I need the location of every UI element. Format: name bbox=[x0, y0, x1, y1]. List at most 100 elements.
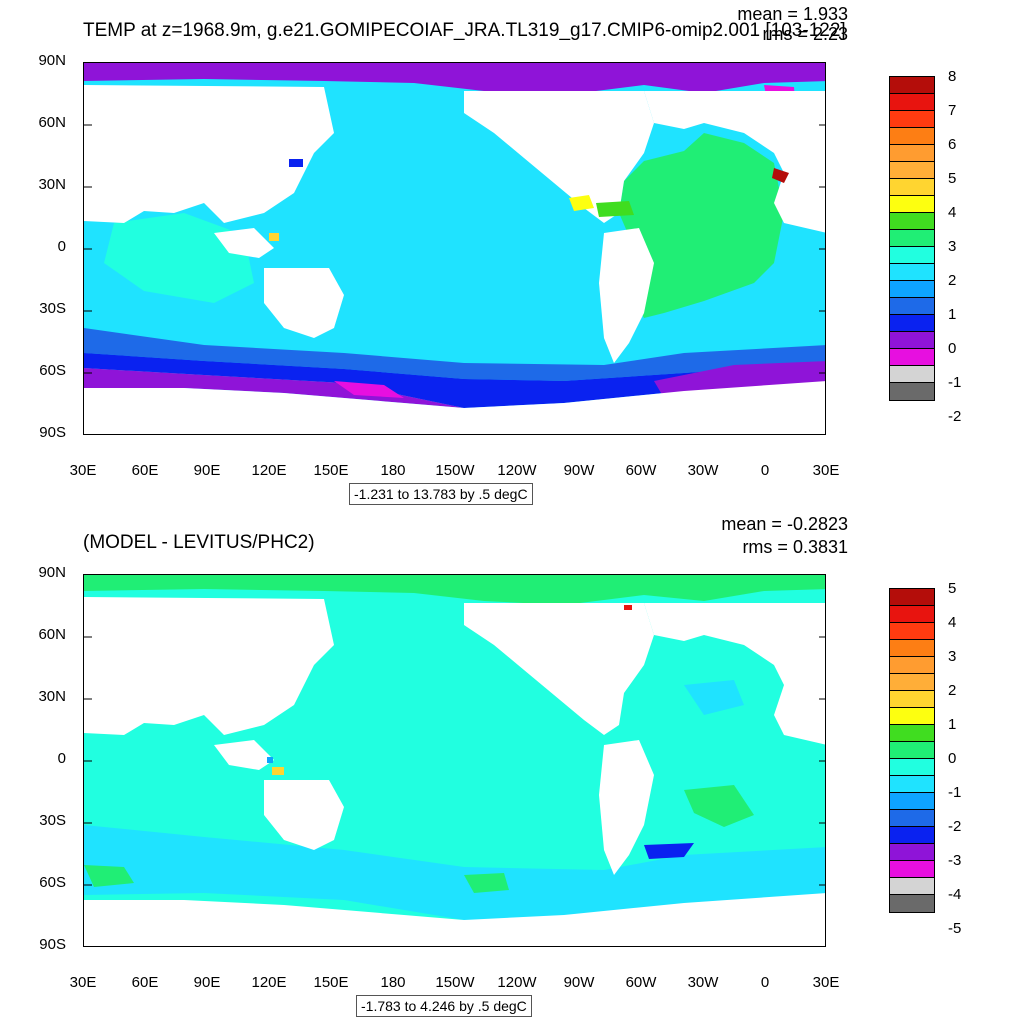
top-x-tick-7: 120W bbox=[497, 462, 537, 479]
top-cbar-cell bbox=[890, 111, 934, 128]
top-y-tick-6: 90S bbox=[39, 424, 66, 441]
bottom-land-indonesia bbox=[214, 740, 274, 770]
bottom-y-tick-1: 60N bbox=[38, 626, 66, 643]
bottom-x-tick-0: 30E bbox=[69, 974, 97, 991]
bottom-land-europe bbox=[644, 603, 825, 745]
bottom-y-tick-0: 90N bbox=[38, 564, 66, 581]
top-cbar-label-0: 8 bbox=[948, 68, 957, 85]
bottom-cbar-cell bbox=[890, 691, 934, 708]
top-southern-band-3 bbox=[84, 368, 464, 408]
bottom-y-tick-3: 0 bbox=[57, 750, 66, 767]
top-x-tick-8: 90W bbox=[563, 462, 595, 479]
top-cbar-cell bbox=[890, 213, 934, 230]
top-cbar-cell bbox=[890, 264, 934, 281]
bottom-map-plot bbox=[83, 574, 826, 947]
bottom-cbar-cell bbox=[890, 793, 934, 810]
top-cbar-cell bbox=[890, 77, 934, 94]
top-mean-label: mean = 1.933 bbox=[737, 4, 848, 24]
top-x-tick-3: 120E bbox=[251, 462, 287, 479]
bottom-map-svg bbox=[84, 575, 825, 946]
top-cbar-cell bbox=[890, 230, 934, 247]
top-x-tick-11: 0 bbox=[760, 462, 770, 479]
bottom-cbar-label-1: 4 bbox=[948, 614, 957, 631]
top-cbar-cell bbox=[890, 349, 934, 366]
bottom-x-tick-3: 120E bbox=[251, 974, 287, 991]
bottom-cbar-cell bbox=[890, 810, 934, 827]
bottom-land bbox=[84, 597, 825, 946]
bottom-rms-label: rms = 0.3831 bbox=[742, 537, 848, 557]
top-map-svg bbox=[84, 63, 825, 434]
bottom-x-tick-9: 60W bbox=[625, 974, 657, 991]
bottom-x-tick-10: 30W bbox=[687, 974, 719, 991]
bottom-cbar-cell bbox=[890, 776, 934, 793]
top-x-tick-1: 60E bbox=[131, 462, 159, 479]
bottom-cbar-label-0: 5 bbox=[948, 580, 957, 597]
top-land-asia bbox=[84, 85, 334, 223]
top-rms-label: rms = 2.23 bbox=[762, 24, 848, 44]
bottom-land-south-america bbox=[599, 740, 654, 875]
top-ross-patch bbox=[334, 381, 404, 398]
bottom-land-australia bbox=[264, 780, 344, 850]
bottom-colorbar bbox=[889, 588, 935, 913]
bottom-cbar-label-4: 1 bbox=[948, 716, 957, 733]
top-y-tick-3: 0 bbox=[57, 238, 66, 255]
bottom-south-atlantic-blue bbox=[644, 843, 694, 859]
top-arctic-region bbox=[84, 63, 825, 95]
bottom-cbar-label-7: -2 bbox=[948, 818, 962, 835]
top-cbar-cell bbox=[890, 196, 934, 213]
top-y-tick-4: 30S bbox=[39, 300, 66, 317]
top-cbar-label-9: -1 bbox=[948, 374, 962, 391]
top-cbar-cell bbox=[890, 94, 934, 111]
top-cbar-cell bbox=[890, 179, 934, 196]
bottom-cbar-cell bbox=[890, 742, 934, 759]
bottom-contour-range-label: -1.783 to 4.246 by .5 degC bbox=[356, 995, 532, 1017]
bottom-x-tick-6: 150W bbox=[435, 974, 475, 991]
bottom-land-north-america bbox=[464, 603, 654, 735]
top-cbar-label-7: 1 bbox=[948, 306, 957, 323]
top-land-north-america bbox=[464, 91, 654, 223]
bottom-y-tick-2: 30N bbox=[38, 688, 66, 705]
top-cbar-cell bbox=[890, 247, 934, 264]
bottom-cbar-label-9: -4 bbox=[948, 886, 962, 903]
bottom-cbar-cell bbox=[890, 725, 934, 742]
bottom-red-patch bbox=[624, 605, 632, 610]
bottom-x-tick-5: 180 bbox=[380, 974, 406, 991]
top-cbar-cell bbox=[890, 366, 934, 383]
top-x-tick-9: 60W bbox=[625, 462, 657, 479]
top-x-tick-12: 30E bbox=[812, 462, 840, 479]
top-cbar-label-10: -2 bbox=[948, 408, 962, 425]
top-atlantic-region bbox=[619, 133, 784, 318]
top-warm-patch bbox=[269, 233, 279, 241]
bottom-x-tick-1: 60E bbox=[131, 974, 159, 991]
bottom-cool-patch bbox=[267, 757, 273, 763]
top-southern-band-2 bbox=[84, 353, 825, 408]
bottom-cbar-cell bbox=[890, 759, 934, 776]
bottom-south-green-2 bbox=[464, 873, 509, 893]
bottom-x-tick-7: 120W bbox=[497, 974, 537, 991]
top-land-indonesia bbox=[214, 228, 274, 258]
top-y-tick-5: 60S bbox=[39, 362, 66, 379]
bottom-cbar-cell bbox=[890, 878, 934, 895]
top-red-patch bbox=[772, 168, 789, 183]
bottom-cbar-cell bbox=[890, 589, 934, 606]
top-x-tick-2: 90E bbox=[193, 462, 221, 479]
bottom-south-green-1 bbox=[84, 865, 134, 887]
bottom-arctic-region bbox=[84, 575, 825, 605]
top-land-south-america bbox=[599, 228, 654, 363]
bottom-cbar-cell bbox=[890, 895, 934, 912]
top-x-tick-10: 30W bbox=[687, 462, 719, 479]
top-cold-patch bbox=[289, 159, 303, 167]
bottom-cbar-cell bbox=[890, 606, 934, 623]
top-y-tick-2: 30N bbox=[38, 176, 66, 193]
top-med-yellow bbox=[569, 195, 594, 211]
bottom-y-tick-4: 30S bbox=[39, 812, 66, 829]
top-land bbox=[84, 85, 825, 434]
bottom-cbar-label-6: -1 bbox=[948, 784, 962, 801]
top-cbar-cell bbox=[890, 162, 934, 179]
bottom-southern-band bbox=[84, 825, 825, 920]
top-map-panel: TEMP at z=1968.9m, g.e21.GOMIPECOIAF_JRA… bbox=[38, 4, 962, 505]
bottom-cbar-cell bbox=[890, 640, 934, 657]
top-panel-title: TEMP at z=1968.9m, g.e21.GOMIPECOIAF_JRA… bbox=[83, 20, 846, 41]
top-cbar-label-4: 4 bbox=[948, 204, 957, 221]
bottom-mean-label: mean = -0.2823 bbox=[721, 514, 848, 534]
